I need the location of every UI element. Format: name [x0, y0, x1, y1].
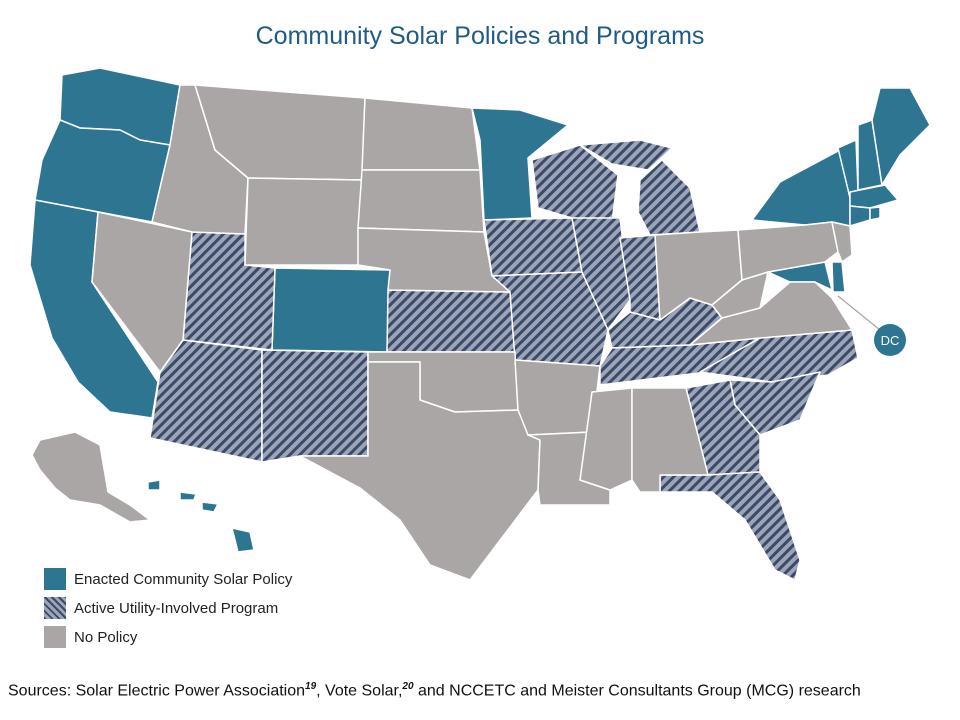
legend-item-none: No Policy: [44, 624, 292, 650]
dc-label: DC: [881, 333, 900, 348]
legend-item-enacted: Enacted Community Solar Policy: [44, 566, 292, 592]
legend: Enacted Community Solar Policy Active Ut…: [44, 566, 292, 653]
state-mississippi: [579, 387, 633, 491]
map-title: Community Solar Policies and Programs: [255, 22, 705, 50]
state-colorado: [271, 267, 391, 353]
state-massachusetts: [849, 184, 899, 209]
state-texas: [299, 361, 541, 581]
state-alaska: [31, 431, 151, 523]
us-policy-map: DC: [29, 67, 931, 581]
state-connecticut: [849, 205, 871, 227]
state-nebraska: [357, 227, 511, 293]
state-new-mexico: [261, 349, 369, 463]
legend-swatch-enacted: [44, 568, 66, 590]
state-illinois: [571, 217, 631, 331]
state-wyoming: [244, 177, 363, 266]
state-virginia: [689, 281, 853, 346]
sources-prefix: Sources: Solar Electric Power Associatio…: [8, 682, 306, 700]
dc-leader-line: [837, 295, 881, 331]
state-minnesota: [471, 107, 569, 221]
state-nevada: [91, 211, 193, 373]
state-alabama: [631, 387, 709, 493]
sources-ref-19: 19: [305, 681, 317, 692]
state-delaware: [831, 261, 846, 293]
legend-swatch-active: [44, 597, 66, 619]
sources-note: Sources: Solar Electric Power Associatio…: [8, 681, 861, 700]
legend-label-active: Active Utility-Involved Program: [74, 599, 279, 617]
state-kansas: [386, 289, 516, 353]
legend-label-none: No Policy: [74, 628, 138, 646]
state-south-dakota: [357, 169, 485, 233]
state-new-jersey: [831, 221, 853, 263]
legend-swatch-none: [44, 626, 66, 648]
state-hawaii: [147, 479, 255, 553]
state-iowa: [483, 217, 583, 277]
state-new-york: [751, 149, 851, 227]
sources-middle: , Vote Solar,: [316, 682, 403, 700]
state-rhode-island: [869, 206, 881, 221]
state-north-dakota: [361, 97, 481, 171]
state-indiana: [619, 234, 661, 321]
state-florida: [659, 471, 801, 581]
state-pennsylvania: [737, 221, 839, 281]
sources-ref-20: 20: [402, 681, 414, 692]
legend-item-active: Active Utility-Involved Program: [44, 595, 292, 621]
sources-suffix: and NCCETC and Meister Consultants Group…: [413, 682, 861, 700]
state-maine: [871, 87, 931, 186]
dc-marker: [874, 324, 906, 356]
legend-label-enacted: Enacted Community Solar Policy: [74, 570, 293, 588]
